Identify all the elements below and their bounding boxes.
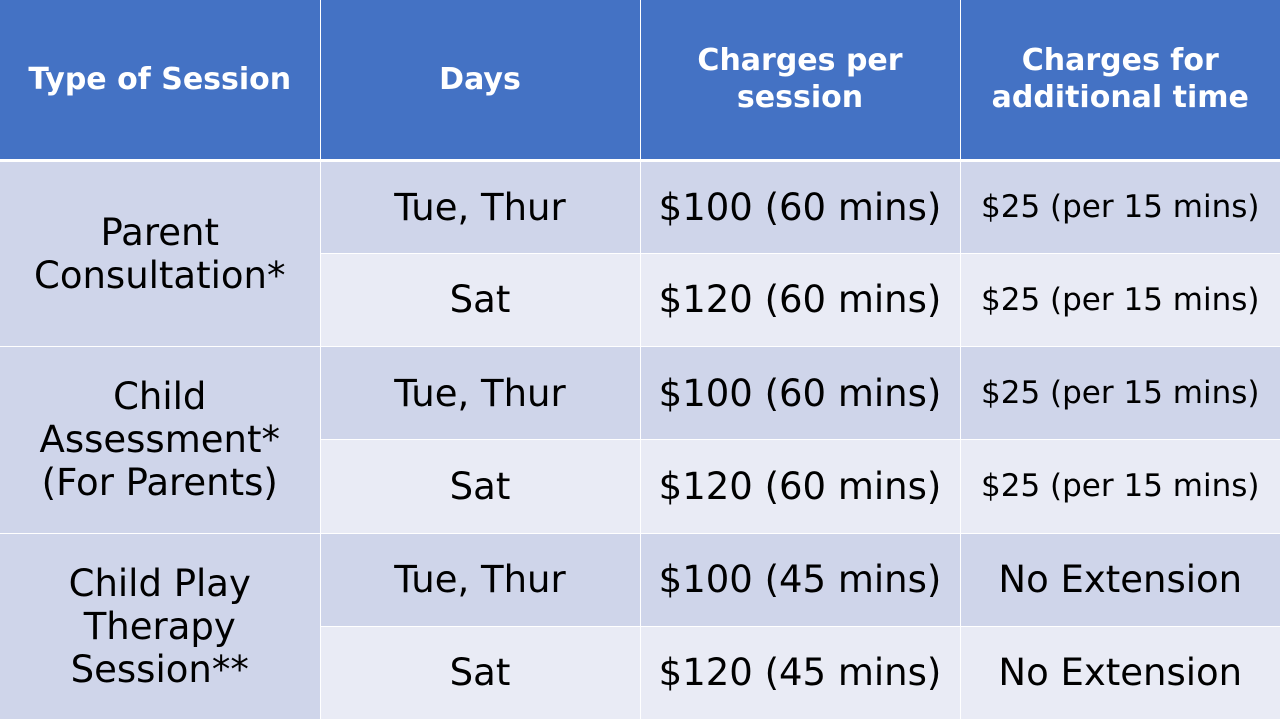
- days-cell: Tue, Thur: [320, 346, 641, 441]
- charge-cell: $120 (60 mins): [640, 253, 961, 348]
- days-cell: Tue, Thur: [320, 160, 641, 254]
- additional-charge-cell: $25 (per 15 mins): [960, 346, 1280, 441]
- days-cell: Sat: [320, 253, 641, 348]
- table-row: Parent Consultation* Tue, Thur $100 (60 …: [0, 160, 1280, 347]
- header-charges-additional-time: Charges for additional time: [960, 0, 1280, 162]
- charge-cell: $120 (45 mins): [640, 626, 961, 720]
- session-type-child-play-therapy: Child Play Therapy Session**: [0, 533, 321, 720]
- session-type-child-assessment: Child Assessment* (For Parents): [0, 346, 321, 534]
- days-cell: Tue, Thur: [320, 533, 641, 627]
- days-cell: Sat: [320, 439, 641, 534]
- additional-charge-cell: $25 (per 15 mins): [960, 253, 1280, 348]
- charge-cell: $100 (60 mins): [640, 160, 961, 254]
- days-cell: Sat: [320, 626, 641, 720]
- charge-cell: $120 (60 mins): [640, 439, 961, 534]
- header-days: Days: [320, 0, 641, 162]
- session-type-parent-consultation: Parent Consultation*: [0, 160, 321, 347]
- charge-cell: $100 (45 mins): [640, 533, 961, 627]
- header-type-of-session: Type of Session: [0, 0, 321, 162]
- table-row: Sat $120 (60 mins) $25 (per 15 mins): [0, 439, 1280, 534]
- charge-cell: $100 (60 mins): [640, 346, 961, 441]
- header-row: Type of Session Days Charges per session…: [0, 0, 1280, 162]
- table-row: Child Play Therapy Session** Tue, Thur $…: [0, 533, 1280, 720]
- additional-charge-cell: $25 (per 15 mins): [960, 439, 1280, 534]
- additional-charge-cell: No Extension: [960, 533, 1280, 627]
- table-row: Child Assessment* (For Parents) Tue, Thu…: [0, 346, 1280, 534]
- header-charges-per-session: Charges per session: [640, 0, 961, 162]
- additional-charge-cell: No Extension: [960, 626, 1280, 720]
- additional-charge-cell: $25 (per 15 mins): [960, 160, 1280, 254]
- table-row: Sat $120 (45 mins) No Extension: [0, 626, 1280, 720]
- table-row: Sat $120 (60 mins) $25 (per 15 mins): [0, 253, 1280, 348]
